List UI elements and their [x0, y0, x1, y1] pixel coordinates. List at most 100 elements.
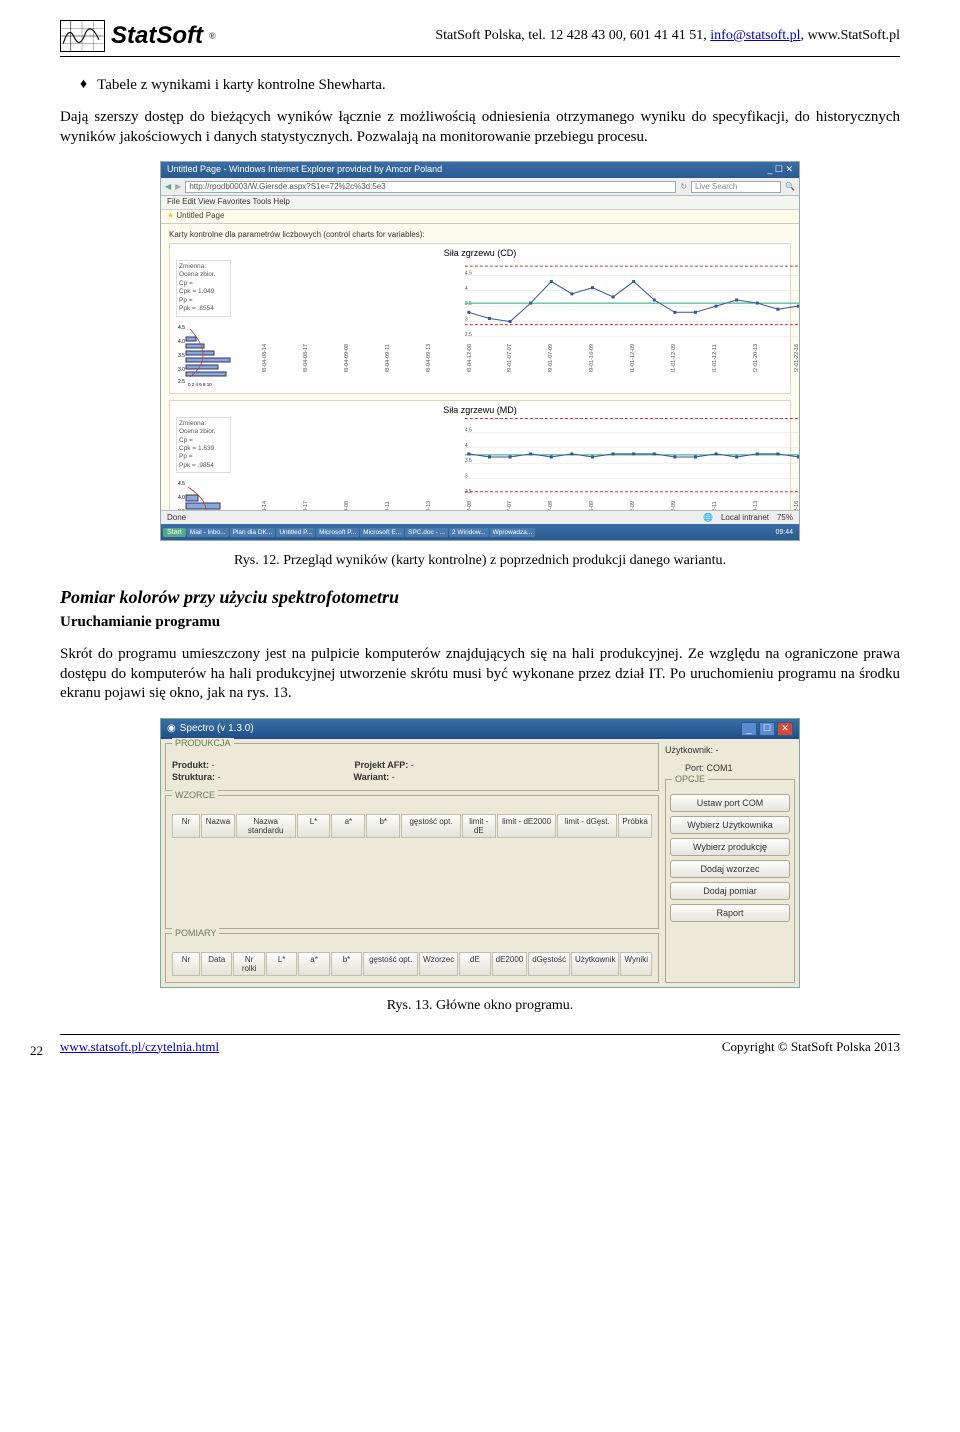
label-port: Port: — [685, 763, 704, 773]
table-header: dE — [459, 952, 490, 976]
chart-cd-title: Siła zgrzewu (CD) — [176, 248, 784, 258]
paragraph-2: Skrót do programu umieszczony jest na pu… — [60, 645, 900, 704]
browser-tab[interactable]: ★ Untitled Page — [161, 210, 799, 224]
taskbar-item[interactable]: Wprowadza... — [490, 528, 536, 537]
bullet-item: ♦ Tabele z wynikami i karty kontrolne Sh… — [80, 77, 900, 94]
wzorce-columns: NrNazwaNazwa standarduL*a*b*gęstość opt.… — [172, 814, 652, 838]
spectro-title: Spectro (v 1.3.0) — [180, 723, 254, 734]
page-number: 22 — [30, 1043, 43, 1059]
footer-link[interactable]: www.statsoft.pl/czytelnia.html — [60, 1039, 219, 1055]
page-footer: www.statsoft.pl/czytelnia.html Copyright… — [60, 1034, 900, 1055]
chart-cd-stats: Zmienna:Ocena zbior.Cp =Cpk = 1.049Pp =P… — [176, 260, 231, 317]
taskbar-item[interactable]: Mail - Inbo... — [187, 528, 229, 537]
taskbar-item[interactable]: Plan dla DK... — [230, 528, 276, 537]
window-title: Untitled Page - Windows Internet Explore… — [167, 164, 442, 176]
opcje-button[interactable]: Ustaw port COM — [670, 794, 790, 812]
opcje-button[interactable]: Wybierz produkcję — [670, 838, 790, 856]
table-header: dGęstość — [528, 952, 570, 976]
table-header: L* — [266, 952, 297, 976]
chart-md-stats: Zmienna:Ocena zbior.Cp =Cpk = 1.639Pp =P… — [176, 417, 231, 474]
close-icon[interactable]: ✕ — [777, 722, 793, 736]
opcje-button[interactable]: Wybierz Użytkownika — [670, 816, 790, 834]
status-done: Done — [167, 513, 186, 522]
table-header: Wzorzec — [419, 952, 458, 976]
taskbar-item[interactable]: Untitled P... — [276, 528, 315, 537]
taskbar-item[interactable]: SPC.doc - ... — [405, 528, 448, 537]
paragraph-1: Dają szerszy dostęp do bieżących wyników… — [60, 108, 900, 147]
header-contact: StatSoft Polska, tel. 12 428 43 00, 601 … — [435, 28, 900, 44]
chart-cd-xlabels: 2598-04-08-00-12598-04-08-14-32598-04-08… — [235, 344, 799, 372]
favorites-icon: ★ — [167, 211, 174, 220]
screenshot-ie-charts: Untitled Page - Windows Internet Explore… — [160, 161, 800, 541]
taskbar-item[interactable]: Microsoft E... — [360, 528, 404, 537]
svg-text:3.5: 3.5 — [178, 509, 185, 510]
chart-cd-plot: 4.543.532.54.80083.60002.9113 2598-04-08… — [235, 260, 799, 340]
group-title-produkcja: PRODUKCJA — [172, 738, 234, 748]
svg-text:3: 3 — [465, 317, 468, 323]
svg-text:3.5: 3.5 — [465, 301, 472, 307]
table-header: Nr — [172, 814, 200, 838]
label-wariant: Wariant: — [354, 772, 390, 782]
opcje-button[interactable]: Dodaj wzorzec — [670, 860, 790, 878]
opcje-button[interactable]: Raport — [670, 904, 790, 922]
window-controls: _ ☐ ✕ — [767, 164, 793, 176]
contact-prefix: StatSoft Polska, tel. 12 428 43 00, 601 … — [435, 28, 710, 43]
table-header: limit - dE2000 — [497, 814, 557, 838]
table-header: a* — [331, 814, 365, 838]
page-header: StatSoft® StatSoft Polska, tel. 12 428 4… — [60, 20, 900, 57]
maximize-icon[interactable]: ☐ — [759, 722, 775, 736]
svg-text:4.5: 4.5 — [465, 427, 472, 433]
table-header: dE2000 — [492, 952, 528, 976]
label-projekt: Projekt AFP: — [355, 760, 409, 770]
email-link[interactable]: info@statsoft.pl — [710, 28, 800, 43]
pomiary-columns: NrDataNr rolkiL*a*b*gęstość opt.Wzorzecd… — [172, 952, 652, 976]
value-wariant: - — [392, 772, 395, 782]
app-icon: ◉ — [167, 723, 176, 734]
value-struktura: - — [218, 772, 221, 782]
bullet-text: Tabele z wynikami i karty kontrolne Shew… — [97, 77, 385, 94]
site-text: , www.StatSoft.pl — [801, 28, 900, 43]
search-box[interactable]: Live Search — [691, 181, 781, 193]
caption-2: Rys. 13. Główne okno programu. — [60, 998, 900, 1014]
svg-text:3.5: 3.5 — [465, 458, 472, 464]
group-title-opcje: OPCJE — [672, 774, 708, 784]
nav-fwd-icon[interactable]: ▶ — [175, 182, 181, 191]
svg-text:4: 4 — [465, 286, 468, 292]
footer-copyright: Copyright © StatSoft Polska 2013 — [722, 1039, 900, 1055]
label-produkt: Produkt: — [172, 760, 209, 770]
content-header: Karty kontrolne dla parametrów liczbowyc… — [169, 230, 791, 239]
refresh-icon[interactable]: ↻ — [680, 182, 687, 191]
value-port: COM1 — [707, 763, 733, 773]
taskbar-item[interactable]: Microsoft P... — [316, 528, 359, 537]
table-header: Nr — [172, 952, 200, 976]
browser-menu[interactable]: File Edit View Favorites Tools Help — [161, 196, 799, 210]
table-header: Nr rolki — [233, 952, 264, 976]
table-header: limit - dE — [462, 814, 496, 838]
table-header: Data — [201, 952, 232, 976]
chart-md: Siła zgrzewu (MD) Zmienna:Ocena zbior.Cp… — [169, 400, 791, 510]
svg-text:4.5: 4.5 — [178, 325, 185, 331]
chart-cd: Siła zgrzewu (CD) Zmienna:Ocena zbior.Cp… — [169, 243, 791, 394]
table-header: b* — [331, 952, 362, 976]
taskbar: Start Mail - Inbo...Plan dla DK...Untitl… — [161, 524, 799, 540]
table-header: Użytkownik — [571, 952, 619, 976]
table-header: a* — [298, 952, 329, 976]
taskbar-item[interactable]: 2 Window... — [449, 528, 489, 537]
logo: StatSoft® — [60, 20, 216, 52]
globe-icon: 🌐 — [703, 513, 713, 522]
clock: 09:44 — [775, 529, 793, 536]
browser-toolbar: ◀ ▶ http://rpodb0003/W.Giersde.aspx?S1e=… — [161, 178, 799, 196]
value-projekt: - — [411, 760, 414, 770]
logo-text: StatSoft — [111, 22, 203, 50]
group-wzorce: WZORCE NrNazwaNazwa standarduL*a*b*gęsto… — [165, 795, 659, 929]
start-button[interactable]: Start — [163, 528, 186, 537]
svg-text:3: 3 — [465, 473, 468, 479]
address-bar[interactable]: http://rpodb0003/W.Giersde.aspx?S1e=72%2… — [185, 181, 676, 193]
table-header: limit - dGęst. — [557, 814, 617, 838]
group-pomiary: POMIARY NrDataNr rolkiL*a*b*gęstość opt.… — [165, 933, 659, 983]
search-icon[interactable]: 🔍 — [785, 182, 795, 191]
chart-md-histogram: 4.54.0 3.53.0 2.5 0 2 4 6 8 10 — [176, 473, 231, 510]
minimize-icon[interactable]: _ — [741, 722, 757, 736]
nav-back-icon[interactable]: ◀ — [165, 182, 171, 191]
opcje-button[interactable]: Dodaj pomiar — [670, 882, 790, 900]
